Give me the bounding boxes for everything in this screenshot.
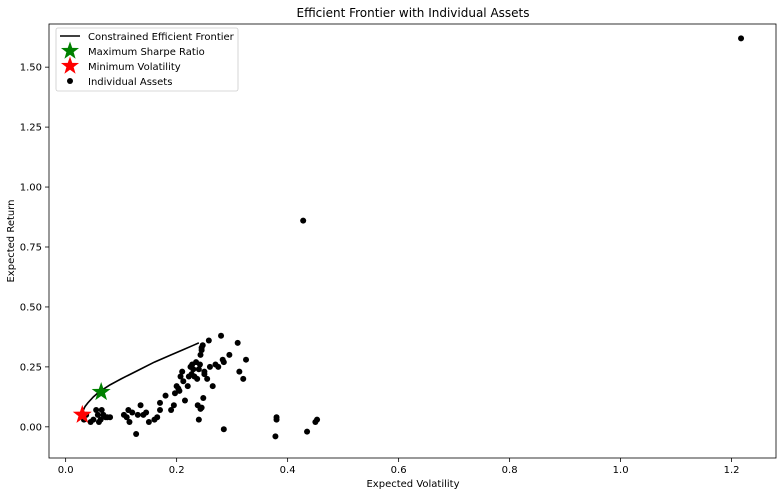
- asset-point: [218, 332, 225, 339]
- y-axis: 0.00 0.25 0.50 0.75 1.00 1.25 1.50: [20, 63, 49, 433]
- asset-point: [184, 383, 191, 390]
- asset-point: [314, 416, 321, 423]
- plot-area: [72, 35, 745, 440]
- asset-point: [272, 433, 279, 440]
- legend: Constrained Efficient Frontier Maximum S…: [55, 27, 239, 92]
- asset-point: [156, 407, 163, 414]
- x-tick-label: 0.4: [280, 465, 296, 476]
- asset-point: [145, 419, 152, 426]
- legend-star-green-icon: [60, 41, 80, 59]
- asset-point: [170, 402, 177, 409]
- asset-point: [195, 416, 202, 423]
- x-axis: 0.0 0.2 0.4 0.6 0.8 1.0 1.2: [58, 458, 740, 476]
- x-tick-label: 0.0: [58, 465, 74, 476]
- asset-point: [215, 363, 222, 370]
- x-tick-label: 1.2: [724, 465, 740, 476]
- asset-point: [126, 419, 133, 426]
- asset-point: [162, 392, 169, 399]
- asset-point: [107, 414, 114, 421]
- asset-point: [226, 351, 233, 358]
- min-volatility-star: [72, 404, 92, 423]
- asset-point: [201, 371, 208, 378]
- asset-point: [93, 407, 100, 414]
- x-tick-label: 1.0: [613, 465, 629, 476]
- legend-star-red-icon: [60, 56, 80, 74]
- asset-point: [137, 402, 144, 409]
- max-sharpe-star: [91, 382, 111, 401]
- asset-point: [197, 405, 204, 412]
- asset-point: [168, 407, 175, 414]
- asset-point: [179, 368, 186, 375]
- asset-point: [199, 342, 206, 349]
- x-tick-label: 0.8: [502, 465, 518, 476]
- asset-point: [133, 431, 140, 438]
- legend-dot-icon: [67, 78, 73, 84]
- y-tick-label: 1.00: [20, 183, 42, 194]
- asset-point: [98, 407, 105, 414]
- legend-label-assets: Individual Assets: [88, 77, 172, 88]
- legend-box: [55, 27, 239, 92]
- asset-point: [156, 399, 163, 406]
- asset-point: [195, 366, 202, 373]
- asset-point: [204, 375, 211, 382]
- y-tick-label: 0.75: [20, 242, 42, 253]
- asset-point: [129, 409, 136, 416]
- y-tick-label: 1.50: [20, 63, 42, 74]
- asset-point: [234, 339, 241, 346]
- legend-label-max-sharpe: Maximum Sharpe Ratio: [88, 47, 205, 58]
- x-tick-label: 0.2: [169, 465, 185, 476]
- asset-point: [300, 217, 307, 224]
- asset-point: [194, 375, 201, 382]
- asset-point: [181, 397, 188, 404]
- chart-title: Efficient Frontier with Individual Asset…: [296, 6, 529, 20]
- asset-point: [123, 414, 130, 421]
- asset-point: [143, 409, 150, 416]
- asset-point: [97, 416, 104, 423]
- y-tick-label: 0.25: [20, 362, 42, 373]
- asset-point: [738, 35, 745, 42]
- asset-point: [134, 411, 141, 418]
- asset-point: [90, 416, 97, 423]
- asset-point: [200, 395, 207, 402]
- asset-point: [240, 375, 247, 382]
- asset-point: [154, 414, 161, 421]
- asset-point: [220, 426, 227, 433]
- asset-point: [206, 363, 213, 370]
- efficient-frontier-line: [81, 342, 200, 413]
- asset-point: [243, 356, 250, 363]
- asset-point: [94, 411, 101, 418]
- y-tick-label: 1.25: [20, 123, 42, 134]
- asset-point: [236, 368, 243, 375]
- asset-point: [273, 414, 280, 421]
- asset-point: [180, 378, 187, 385]
- y-axis-label: Expected Return: [6, 199, 17, 282]
- x-tick-label: 0.6: [391, 465, 407, 476]
- asset-point: [197, 351, 204, 358]
- asset-point: [177, 373, 184, 380]
- asset-point: [205, 337, 212, 344]
- legend-label-min-volatility: Minimum Volatility: [88, 62, 181, 73]
- plot-frame: [48, 23, 777, 459]
- asset-point: [304, 428, 311, 435]
- asset-point: [190, 366, 197, 373]
- asset-point: [176, 387, 183, 394]
- x-axis-label: Expected Volatility: [366, 479, 459, 490]
- asset-point: [196, 361, 203, 368]
- asset-point: [171, 390, 178, 397]
- legend-label-frontier: Constrained Efficient Frontier: [88, 32, 235, 43]
- asset-point: [220, 359, 227, 366]
- y-tick-label: 0.00: [20, 422, 42, 433]
- asset-point: [209, 383, 216, 390]
- y-tick-label: 0.50: [20, 302, 42, 313]
